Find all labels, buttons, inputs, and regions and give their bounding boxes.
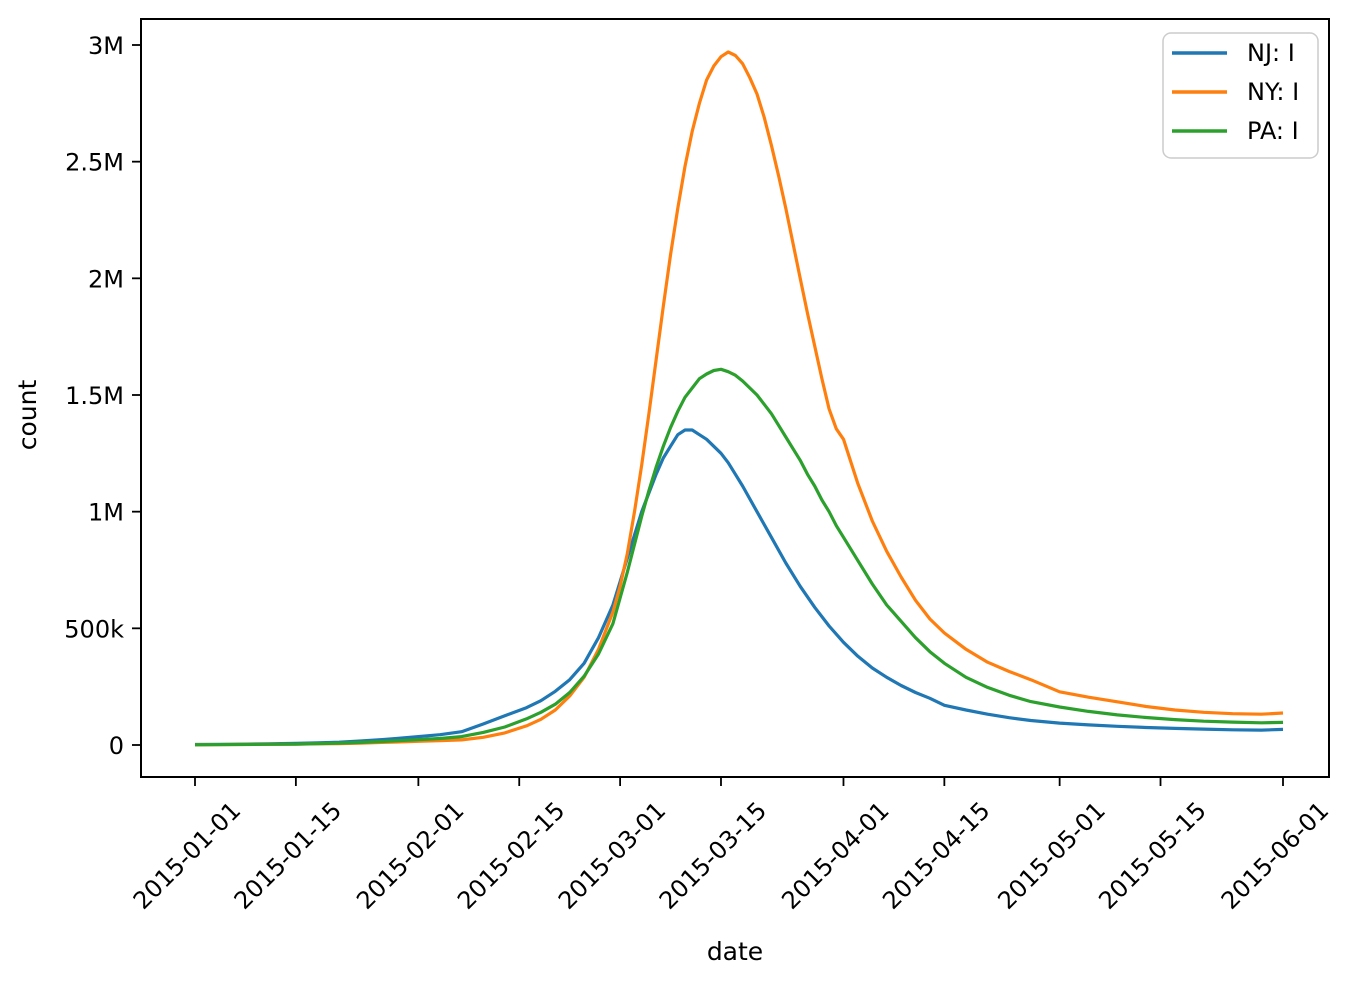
series-line-nj-i — [194, 428, 1284, 747]
y-tick-label: 2M — [88, 265, 124, 293]
y-axis-label: count — [13, 380, 42, 451]
x-tick-label: 2015-04-15 — [877, 796, 995, 914]
x-axis-label: date — [707, 937, 763, 966]
x-tick-label: 2015-06-01 — [1216, 796, 1334, 914]
x-tick-label: 2015-02-01 — [351, 796, 469, 914]
y-tick-label: 0 — [109, 732, 124, 760]
x-tick-label: 2015-03-01 — [553, 796, 671, 914]
x-tick-label: 2015-01-01 — [128, 796, 246, 914]
y-tick-label: 3M — [88, 32, 124, 60]
x-tick-label: 2015-03-15 — [654, 796, 772, 914]
y-tick-label: 2.5M — [65, 149, 124, 177]
x-tick-label: 2015-05-01 — [992, 796, 1110, 914]
series-layer — [194, 50, 1284, 747]
x-tick-label: 2015-05-15 — [1093, 796, 1211, 914]
x-tick-label: 2015-02-15 — [452, 796, 570, 914]
y-tick-label: 500k — [64, 615, 124, 643]
x-tick-label: 2015-04-01 — [776, 796, 894, 914]
y-tick-label: 1M — [88, 499, 124, 527]
legend-label-ny-i: NY: I — [1247, 78, 1299, 106]
legend-label-nj-i: NJ: I — [1247, 39, 1295, 67]
series-line-ny-i — [194, 50, 1284, 747]
plot-layer — [140, 18, 1330, 778]
series-line-pa-i — [194, 367, 1284, 747]
x-tick-label: 2015-01-15 — [229, 796, 347, 914]
legend-label-pa-i: PA: I — [1247, 117, 1299, 145]
legend-layer: NJ: I NY: I PA: I — [1162, 32, 1319, 159]
legend-box — [1162, 32, 1319, 159]
plot-border — [140, 18, 1330, 778]
y-tick-label: 1.5M — [65, 382, 124, 410]
